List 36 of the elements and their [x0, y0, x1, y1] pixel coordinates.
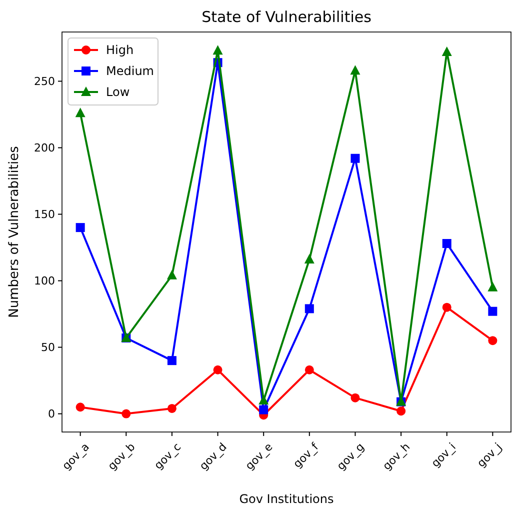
point [76, 402, 85, 412]
y-tick-label: 200 [34, 142, 55, 155]
point [76, 223, 85, 232]
point [488, 336, 498, 346]
y-axis-title: Numbers of Vulnerabilities [7, 146, 22, 318]
y-tick-label: 0 [48, 408, 55, 421]
point [304, 365, 314, 374]
point [350, 65, 360, 75]
point [212, 45, 223, 55]
y-tick-label: 150 [34, 208, 55, 222]
legend-label: High [106, 43, 134, 58]
point [396, 406, 406, 416]
point [258, 394, 269, 404]
point [167, 404, 176, 413]
point [304, 254, 314, 264]
point [350, 154, 360, 163]
point [213, 365, 222, 374]
point [75, 108, 86, 118]
point [166, 270, 177, 280]
chart-title: State of Vulnerabilities [202, 8, 372, 26]
y-tick-label: 250 [34, 75, 55, 88]
point [122, 409, 131, 418]
point [304, 304, 314, 314]
point [167, 356, 176, 366]
legend-label: Medium [106, 64, 154, 78]
x-axis-title: Gov Institutions [239, 492, 334, 506]
point [442, 302, 452, 312]
point [488, 306, 498, 316]
y-tick-label: 50 [41, 341, 55, 354]
point [350, 393, 360, 402]
y-tick-label: 100 [34, 274, 55, 288]
point [442, 46, 452, 56]
point [259, 405, 268, 414]
point [488, 282, 498, 292]
legend-label: Low [106, 85, 130, 100]
point [442, 239, 452, 248]
